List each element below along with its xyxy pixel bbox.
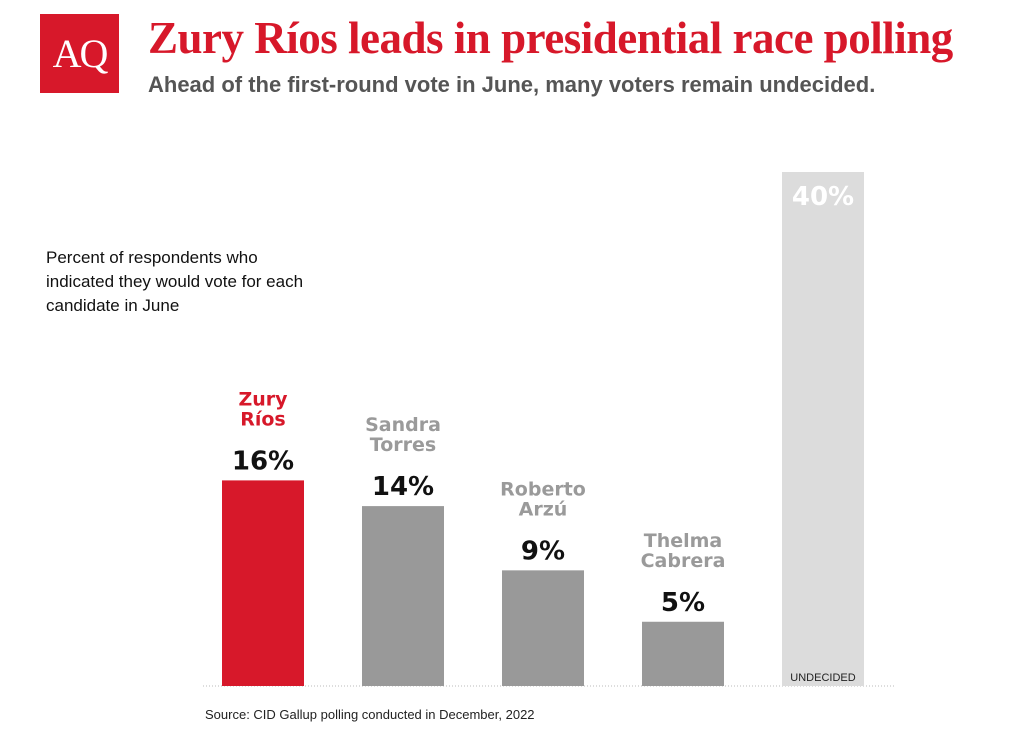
category-label-3-0: Thelma — [644, 530, 723, 552]
bar-3 — [642, 621, 724, 686]
bar-2 — [502, 570, 584, 686]
bar-1 — [362, 506, 444, 686]
value-label-3: 5% — [661, 588, 705, 618]
category-label-0-0: Zury — [238, 388, 288, 410]
aq-logo: AQ — [40, 14, 119, 93]
category-label-1-1: Torres — [370, 434, 436, 456]
category-label-2-0: Roberto — [500, 478, 586, 500]
category-label-4: UNDECIDED — [790, 672, 855, 684]
value-label-1: 14% — [372, 472, 434, 502]
chart-subtitle: Ahead of the first-round vote in June, m… — [148, 72, 876, 97]
bar-0 — [222, 480, 304, 686]
chart-title: Zury Ríos leads in presidential race pol… — [148, 13, 953, 63]
value-label-2: 9% — [521, 536, 565, 566]
category-label-1-0: Sandra — [365, 414, 441, 436]
source-note: Source: CID Gallup polling conducted in … — [205, 707, 535, 722]
bar-4 — [782, 172, 864, 686]
category-label-2-1: Arzú — [519, 498, 568, 520]
category-label-0-1: Ríos — [240, 408, 286, 430]
value-label-4: 40% — [792, 182, 854, 212]
category-label-3-1: Cabrera — [641, 550, 726, 572]
value-label-0: 16% — [232, 446, 294, 476]
chart-note: Percent of respondents who indicated the… — [46, 248, 304, 315]
